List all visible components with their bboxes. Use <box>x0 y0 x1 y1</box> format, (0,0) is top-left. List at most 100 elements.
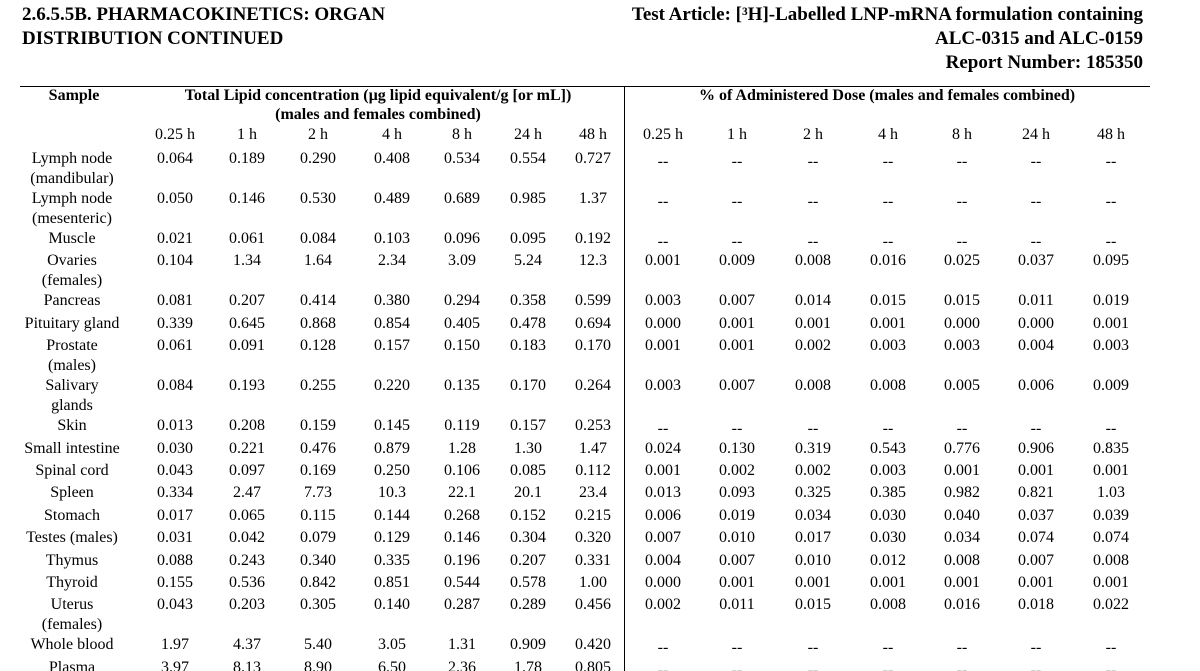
sample-name: Spleen <box>50 484 94 502</box>
dose-value: -- <box>1105 661 1117 671</box>
dose-value: -- <box>1030 233 1042 250</box>
dose-value: -- <box>657 153 669 170</box>
lipid-value: 0.253 <box>575 417 611 435</box>
lipid-value: 0.192 <box>575 230 611 247</box>
dose-value: 0.008 <box>870 377 906 395</box>
dose-value: 0.003 <box>1093 337 1129 355</box>
dose-value: -- <box>882 153 894 170</box>
lipid-value: 0.243 <box>229 551 265 569</box>
dose-value: 0.000 <box>1018 314 1054 332</box>
dose-value: 0.007 <box>645 529 681 547</box>
dose-value: -- <box>731 153 743 170</box>
time-header: 48 h <box>579 126 607 143</box>
lipid-value: 0.358 <box>510 292 546 310</box>
dose-value: -- <box>882 420 894 438</box>
lipid-value: 0.339 <box>157 314 193 332</box>
sample-name: (females) <box>41 272 103 290</box>
dose-value: -- <box>882 639 894 657</box>
header-left: 2.6.5.5B. PHARMACOKINETICS: ORGAN <box>22 4 386 25</box>
lipid-value: 0.294 <box>444 292 480 310</box>
lipid-value: 0.193 <box>229 377 265 395</box>
lipid-value: 0.085 <box>510 462 546 479</box>
dose-value: 0.001 <box>944 574 980 591</box>
dose-value: 0.000 <box>645 314 681 332</box>
dose-value: 0.000 <box>645 574 681 591</box>
dose-value: 0.008 <box>795 252 831 270</box>
dose-value: 0.095 <box>1093 252 1129 270</box>
dose-value: 0.003 <box>645 377 681 395</box>
lipid-header: Total Lipid concentration (µg lipid equi… <box>184 87 572 104</box>
lipid-value: 8.13 <box>233 658 261 671</box>
lipid-value: 0.030 <box>157 439 193 457</box>
lipid-value: 0.320 <box>575 529 611 547</box>
sample-name: Pancreas <box>43 292 101 310</box>
time-header: 24 h <box>514 126 542 143</box>
dose-value: 0.011 <box>719 596 755 614</box>
lipid-value: 0.146 <box>229 190 265 207</box>
dose-value: 0.005 <box>944 377 980 395</box>
dose-value: 0.776 <box>944 439 980 457</box>
dose-value: 0.325 <box>795 484 831 502</box>
dose-value: 0.018 <box>1018 596 1054 614</box>
lipid-value: 0.380 <box>374 292 410 310</box>
lipid-value: 0.534 <box>444 150 480 167</box>
lipid-value: 2.34 <box>378 252 406 270</box>
dose-value: 0.016 <box>944 596 980 614</box>
dose-value: 0.006 <box>1018 377 1054 395</box>
lipid-header: (males and females combined) <box>275 106 481 123</box>
lipid-value: 2.47 <box>233 484 261 502</box>
sample-name: Stomach <box>44 506 100 524</box>
lipid-value: 5.24 <box>514 252 542 270</box>
lipid-value: 0.290 <box>300 150 336 167</box>
dose-value: 0.008 <box>795 377 831 395</box>
dose-value: -- <box>731 233 743 250</box>
lipid-value: 0.340 <box>300 551 336 569</box>
sample-name: glands <box>51 397 93 415</box>
header-right: Test Article: [³H]-Labelled LNP-mRNA for… <box>631 4 1143 25</box>
dose-value: 0.004 <box>1018 337 1054 355</box>
dose-value: -- <box>1030 661 1042 671</box>
dose-value: 0.040 <box>944 506 980 524</box>
dose-value: 0.013 <box>645 484 681 502</box>
lipid-value: 0.578 <box>510 574 546 591</box>
lipid-value: 12.3 <box>579 252 607 270</box>
dose-value: 0.003 <box>944 337 980 355</box>
sample-name: (mesenteric) <box>32 210 112 227</box>
lipid-value: 0.129 <box>374 529 410 547</box>
dose-value: 0.001 <box>1018 574 1054 591</box>
dose-value: 0.001 <box>1093 462 1129 479</box>
dose-value: 0.319 <box>795 439 831 457</box>
lipid-value: 2.36 <box>448 658 476 671</box>
lipid-value: 1.47 <box>579 439 607 457</box>
lipid-value: 0.851 <box>374 574 410 591</box>
time-header: 4 h <box>878 126 898 143</box>
dose-value: 0.011 <box>1018 292 1054 310</box>
dose-value: 0.007 <box>719 377 755 395</box>
dose-value: 0.007 <box>719 292 755 310</box>
lipid-value: 1.37 <box>579 190 607 207</box>
lipid-value: 0.405 <box>444 314 480 332</box>
sample-header: Sample <box>48 87 100 104</box>
lipid-value: 7.73 <box>304 484 332 502</box>
sample-name: Pituitary gland <box>24 314 120 332</box>
lipid-value: 1.78 <box>514 658 542 671</box>
lipid-value: 0.043 <box>157 596 193 614</box>
dose-value: -- <box>956 420 968 438</box>
dose-value: 0.003 <box>870 462 906 479</box>
lipid-value: 0.155 <box>157 574 193 591</box>
dose-value: 0.130 <box>719 439 755 457</box>
lipid-value: 1.64 <box>304 252 332 270</box>
lipid-value: 0.255 <box>300 377 336 395</box>
dose-value: 0.982 <box>944 484 980 502</box>
dose-value: 0.019 <box>1093 292 1129 310</box>
lipid-value: 0.476 <box>300 439 336 457</box>
lipid-value: 0.064 <box>157 150 193 167</box>
dose-value: 0.022 <box>1093 596 1129 614</box>
lipid-value: 1.00 <box>579 574 607 591</box>
lipid-value: 0.554 <box>510 150 546 167</box>
dose-value: -- <box>807 233 819 250</box>
dose-value: 0.093 <box>719 484 755 502</box>
lipid-value: 0.088 <box>157 551 193 569</box>
dose-value: -- <box>807 639 819 657</box>
lipid-value: 10.3 <box>378 484 406 502</box>
